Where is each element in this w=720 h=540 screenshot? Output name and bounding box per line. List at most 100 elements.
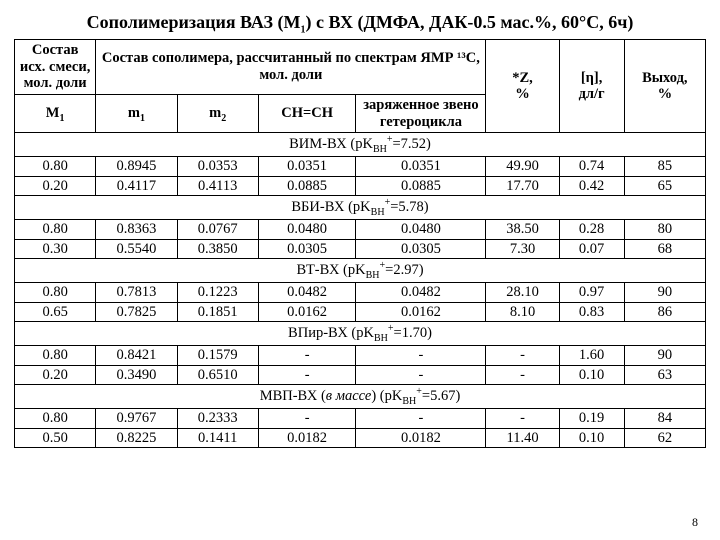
section-header: ВБИ-ВХ (pKBH+=5.78) [15, 196, 706, 220]
page-title: Сополимеризация ВАЗ (M1) с ВХ (ДМФА, ДАК… [14, 12, 706, 33]
cell-m1: 0.7813 [96, 283, 177, 303]
header-chch: CH=CH [258, 95, 356, 133]
header-hetero: заряженное звено гетероцикла [356, 95, 486, 133]
cell-z: 17.70 [486, 176, 559, 196]
cell-m1: 0.3490 [96, 365, 177, 385]
cell-z: 49.90 [486, 157, 559, 177]
cell-eta: 0.74 [559, 157, 624, 177]
cell-eta: 0.28 [559, 220, 624, 240]
cell-y: 85 [624, 157, 705, 177]
cell-y: 86 [624, 302, 705, 322]
cell-ch: - [258, 346, 356, 366]
cell-ch: - [258, 365, 356, 385]
cell-z: - [486, 365, 559, 385]
cell-eta: 1.60 [559, 346, 624, 366]
header-m1: m1 [96, 95, 177, 133]
cell-eta: 0.19 [559, 409, 624, 429]
cell-het: - [356, 365, 486, 385]
cell-ch: 0.0182 [258, 428, 356, 448]
cell-y: 90 [624, 283, 705, 303]
cell-het: 0.0885 [356, 176, 486, 196]
cell-m1: 0.9767 [96, 409, 177, 429]
cell-m1: 0.8945 [96, 157, 177, 177]
cell-eta: 0.42 [559, 176, 624, 196]
header-m2: m2 [177, 95, 258, 133]
cell-ch: 0.0305 [258, 239, 356, 259]
cell-M1: 0.80 [15, 157, 96, 177]
cell-M1: 0.80 [15, 283, 96, 303]
cell-m2: 0.0767 [177, 220, 258, 240]
header-eta: [η],дл/г [559, 40, 624, 133]
cell-m2: 0.1579 [177, 346, 258, 366]
cell-eta: 0.97 [559, 283, 624, 303]
cell-het: 0.0351 [356, 157, 486, 177]
cell-y: 80 [624, 220, 705, 240]
section-header: МВП-ВХ (в массе) (pKBH+=5.67) [15, 385, 706, 409]
cell-het: 0.0182 [356, 428, 486, 448]
cell-ch: - [258, 409, 356, 429]
header-feed: Состав исх. смеси, мол. доли [15, 40, 96, 95]
cell-y: 68 [624, 239, 705, 259]
cell-het: 0.0480 [356, 220, 486, 240]
cell-m1: 0.8225 [96, 428, 177, 448]
section-header: ВИМ-ВХ (pKBH+=7.52) [15, 133, 706, 157]
section-header: ВПир-ВХ (pKBH+=1.70) [15, 322, 706, 346]
table-row: 0.200.41170.41130.08850.088517.700.4265 [15, 176, 706, 196]
cell-m2: 0.1411 [177, 428, 258, 448]
header-z: *Z,% [486, 40, 559, 133]
cell-M1: 0.50 [15, 428, 96, 448]
data-table: Состав исх. смеси, мол. доли Состав сопо… [14, 39, 706, 448]
cell-M1: 0.30 [15, 239, 96, 259]
table-row: 0.800.84210.1579---1.6090 [15, 346, 706, 366]
cell-ch: 0.0480 [258, 220, 356, 240]
cell-M1: 0.80 [15, 346, 96, 366]
header-copolymer-group: Состав сополимера, рассчитанный по спект… [96, 40, 486, 95]
cell-y: 84 [624, 409, 705, 429]
cell-ch: 0.0162 [258, 302, 356, 322]
cell-z: - [486, 409, 559, 429]
cell-ch: 0.0482 [258, 283, 356, 303]
table-row: 0.800.83630.07670.04800.048038.500.2880 [15, 220, 706, 240]
cell-M1: 0.20 [15, 365, 96, 385]
cell-eta: 0.10 [559, 365, 624, 385]
cell-het: - [356, 409, 486, 429]
cell-ch: 0.0885 [258, 176, 356, 196]
table-row: 0.800.97670.2333---0.1984 [15, 409, 706, 429]
cell-m1: 0.7825 [96, 302, 177, 322]
cell-m1: 0.8421 [96, 346, 177, 366]
cell-m2: 0.2333 [177, 409, 258, 429]
cell-M1: 0.80 [15, 220, 96, 240]
table-row: 0.300.55400.38500.03050.03057.300.0768 [15, 239, 706, 259]
cell-m2: 0.6510 [177, 365, 258, 385]
cell-m2: 0.1223 [177, 283, 258, 303]
cell-het: - [356, 346, 486, 366]
cell-m2: 0.0353 [177, 157, 258, 177]
cell-m2: 0.4113 [177, 176, 258, 196]
cell-het: 0.0162 [356, 302, 486, 322]
cell-m1: 0.4117 [96, 176, 177, 196]
table-row: 0.800.78130.12230.04820.048228.100.9790 [15, 283, 706, 303]
cell-z: - [486, 346, 559, 366]
cell-z: 11.40 [486, 428, 559, 448]
header-M1: M1 [15, 95, 96, 133]
cell-ch: 0.0351 [258, 157, 356, 177]
cell-m2: 0.3850 [177, 239, 258, 259]
cell-het: 0.0305 [356, 239, 486, 259]
cell-m1: 0.5540 [96, 239, 177, 259]
cell-z: 8.10 [486, 302, 559, 322]
cell-eta: 0.10 [559, 428, 624, 448]
cell-m1: 0.8363 [96, 220, 177, 240]
cell-z: 38.50 [486, 220, 559, 240]
cell-M1: 0.65 [15, 302, 96, 322]
cell-het: 0.0482 [356, 283, 486, 303]
page-number: 8 [692, 515, 698, 530]
table-row: 0.500.82250.14110.01820.018211.400.1062 [15, 428, 706, 448]
cell-M1: 0.20 [15, 176, 96, 196]
cell-y: 63 [624, 365, 705, 385]
table-row: 0.650.78250.18510.01620.01628.100.8386 [15, 302, 706, 322]
cell-y: 65 [624, 176, 705, 196]
cell-eta: 0.83 [559, 302, 624, 322]
cell-y: 62 [624, 428, 705, 448]
header-yield: Выход,% [624, 40, 705, 133]
cell-eta: 0.07 [559, 239, 624, 259]
